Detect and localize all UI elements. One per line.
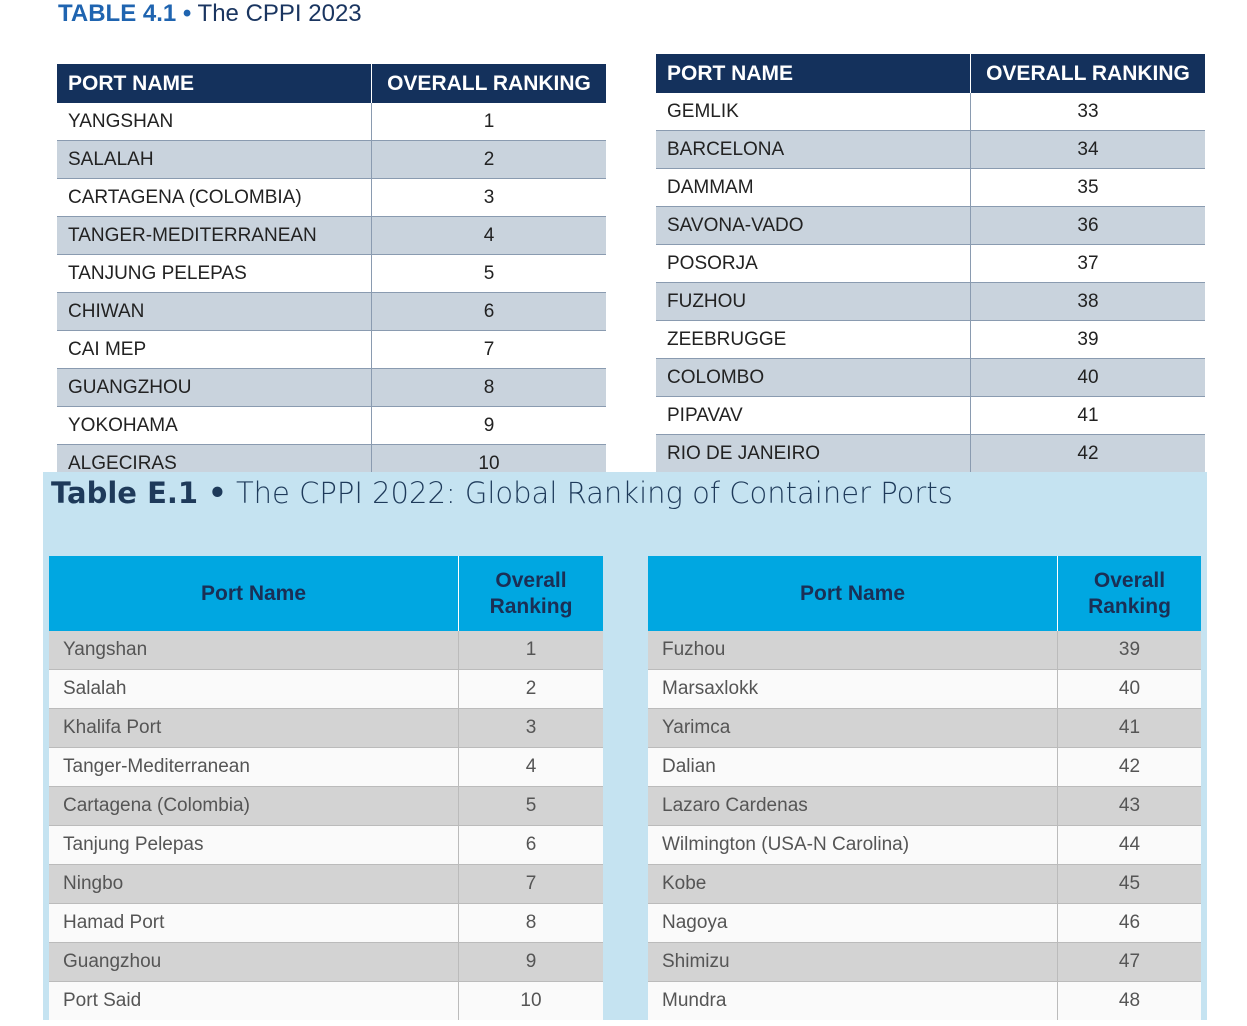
port-name: Ningbo	[49, 865, 459, 904]
port-name: Port Said	[49, 982, 459, 1020]
ranking: 6	[372, 293, 606, 331]
port-name: CAI MEP	[57, 331, 372, 369]
header-cell: OVERALL RANKING	[971, 54, 1205, 93]
ranking: 40	[971, 359, 1205, 397]
port-name: Salalah	[49, 670, 459, 709]
ranking: 4	[372, 217, 606, 255]
ranking: 6	[459, 826, 603, 865]
port-name: Yangshan	[49, 631, 459, 670]
port-name: Cartagena (Colombia)	[49, 787, 459, 826]
ranking: 5	[459, 787, 603, 826]
ranking: 8	[459, 904, 603, 943]
ranking: 46	[1058, 904, 1201, 943]
ranking: 45	[1058, 865, 1201, 904]
header-cell: OVERALL RANKING	[372, 64, 606, 103]
port-name: Shimizu	[648, 943, 1058, 982]
port-name: YANGSHAN	[57, 103, 372, 141]
port-name: CHIWAN	[57, 293, 372, 331]
ranking: 37	[971, 245, 1205, 283]
section-2023: TABLE 4.1 • The CPPI 2023 PORT NAME OVERA…	[43, 0, 1207, 472]
header-cell: Port Name	[49, 556, 459, 631]
ranking: 44	[1058, 826, 1201, 865]
port-name: RIO DE JANEIRO	[656, 435, 971, 472]
port-name: Marsaxlokk	[648, 670, 1058, 709]
port-name: PIPAVAV	[656, 397, 971, 435]
ranking: 10	[459, 982, 603, 1020]
ranking: 2	[372, 141, 606, 179]
ranking: 3	[459, 709, 603, 748]
port-name: Guangzhou	[49, 943, 459, 982]
title-text: The CPPI 2023	[197, 0, 362, 27]
port-name: GUANGZHOU	[57, 369, 372, 407]
port-name: Nagoya	[648, 904, 1058, 943]
ranking: 10	[372, 445, 606, 472]
ranking: 4	[459, 748, 603, 787]
ranking: 9	[372, 407, 606, 445]
port-name: Mundra	[648, 982, 1058, 1020]
port-name: Kobe	[648, 865, 1058, 904]
ranking: 42	[1058, 748, 1201, 787]
ranking: 35	[971, 169, 1205, 207]
title: TABLE 4.1 • The CPPI 2023	[58, 0, 362, 28]
ranking: 8	[372, 369, 606, 407]
port-name: Dalian	[648, 748, 1058, 787]
port-name: SALALAH	[57, 141, 372, 179]
port-name: TANGER-MEDITERRANEAN	[57, 217, 372, 255]
port-name: ZEEBRUGGE	[656, 321, 971, 359]
ranking: 7	[372, 331, 606, 369]
port-name: YOKOHAMA	[57, 407, 372, 445]
title-number: TABLE 4.1 •	[58, 0, 192, 27]
ranking: 39	[1058, 631, 1201, 670]
ranking: 36	[971, 207, 1205, 245]
ranking: 9	[459, 943, 603, 982]
port-name: Khalifa Port	[49, 709, 459, 748]
header-cell: Overall Ranking	[459, 556, 603, 631]
port-name: Tanjung Pelepas	[49, 826, 459, 865]
ranking: 47	[1058, 943, 1201, 982]
port-name: SAVONA-VADO	[656, 207, 971, 245]
ranking: 1	[459, 631, 603, 670]
port-name: GEMLIK	[656, 93, 971, 131]
ranking: 43	[1058, 787, 1201, 826]
ranking: 41	[971, 397, 1205, 435]
port-name: Yarimca	[648, 709, 1058, 748]
title-number: Table E.1 •	[51, 476, 227, 510]
title-text: The CPPI 2022: Global Ranking of Contain…	[235, 476, 953, 510]
port-name: TANJUNG PELEPAS	[57, 255, 372, 293]
port-name: BARCELONA	[656, 131, 971, 169]
ranking: 38	[971, 283, 1205, 321]
port-name: DAMMAM	[656, 169, 971, 207]
ranking: 42	[971, 435, 1205, 472]
ranking: 39	[971, 321, 1205, 359]
port-name: COLOMBO	[656, 359, 971, 397]
ranking: 2	[459, 670, 603, 709]
ranking: 34	[971, 131, 1205, 169]
port-name: POSORJA	[656, 245, 971, 283]
ranking: 48	[1058, 982, 1201, 1020]
port-name: Wilmington (USA-N Carolina)	[648, 826, 1058, 865]
header-cell: PORT NAME	[57, 64, 372, 103]
port-name: Tanger-Mediterranean	[49, 748, 459, 787]
section-2022: Table E.1 • The CPPI 2022: Global Rankin…	[43, 472, 1207, 1020]
ranking: 40	[1058, 670, 1201, 709]
port-name: Lazaro Cardenas	[648, 787, 1058, 826]
port-name: FUZHOU	[656, 283, 971, 321]
ranking: 1	[372, 103, 606, 141]
header-cell: PORT NAME	[656, 54, 971, 93]
port-name: CARTAGENA (COLOMBIA)	[57, 179, 372, 217]
header-cell: Port Name	[648, 556, 1058, 631]
ranking: 7	[459, 865, 603, 904]
port-name: ALGECIRAS	[57, 445, 372, 472]
ranking: 33	[971, 93, 1205, 131]
ranking: 41	[1058, 709, 1201, 748]
ranking: 5	[372, 255, 606, 293]
header-cell: Overall Ranking	[1058, 556, 1201, 631]
title: Table E.1 • The CPPI 2022: Global Rankin…	[51, 476, 953, 510]
port-name: Fuzhou	[648, 631, 1058, 670]
ranking: 3	[372, 179, 606, 217]
port-name: Hamad Port	[49, 904, 459, 943]
